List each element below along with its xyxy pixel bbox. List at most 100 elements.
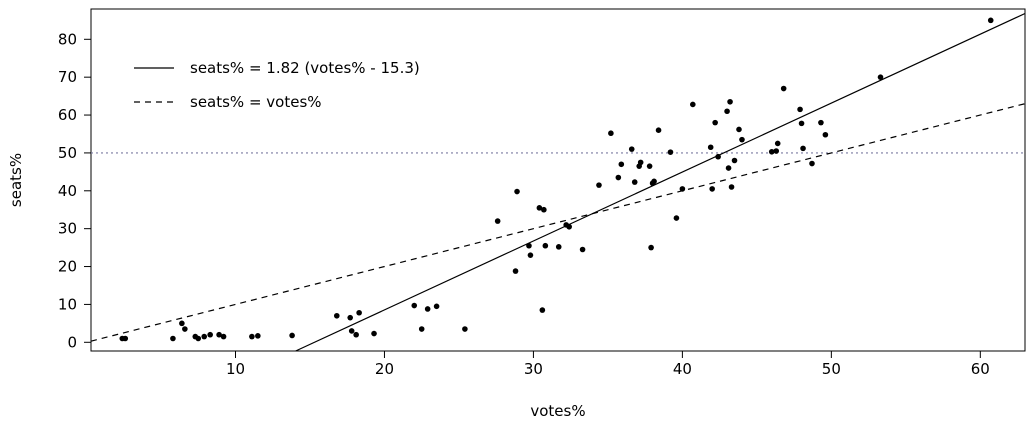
- data-point: [667, 149, 674, 155]
- data-point: [728, 184, 735, 190]
- data-point: [774, 140, 781, 147]
- data-point: [195, 335, 202, 342]
- data-point: [526, 242, 532, 249]
- data-point: [182, 326, 188, 332]
- data-point: [433, 303, 440, 310]
- data-point: [347, 314, 353, 321]
- data-point: [690, 101, 696, 108]
- data-point: [618, 161, 625, 168]
- data-point: [712, 119, 718, 126]
- y-axis: 0 10 20 30 40 50 60 70 80: [58, 30, 91, 351]
- data-point: [201, 333, 208, 340]
- x-tick-label: 40: [673, 360, 692, 378]
- data-point: [707, 144, 714, 151]
- data-point: [628, 146, 635, 152]
- data-point: [249, 333, 255, 340]
- equal-share-line: [90, 103, 1026, 342]
- data-point: [289, 332, 295, 339]
- plot-frame: [90, 8, 1026, 352]
- data-point: [353, 331, 359, 338]
- data-point: [462, 326, 468, 332]
- data-point: [255, 333, 261, 339]
- legend-dashed-line-label: seats% = votes%: [190, 93, 322, 111]
- data-point: [725, 165, 732, 171]
- x-tick-label: 50: [822, 360, 841, 378]
- data-point: [800, 145, 806, 152]
- x-axis-label: votes%: [530, 402, 585, 420]
- data-point: [608, 130, 614, 137]
- data-point: [679, 186, 686, 192]
- data-point: [709, 186, 715, 192]
- data-point: [646, 163, 653, 169]
- plot-area: [90, 8, 1026, 352]
- y-axis-label: seats%: [7, 153, 25, 207]
- data-point: [514, 188, 520, 195]
- data-point: [512, 268, 519, 274]
- data-point: [648, 244, 654, 251]
- data-point: [539, 307, 546, 313]
- data-point: [541, 206, 547, 213]
- data-point: [424, 306, 431, 312]
- data-point: [566, 223, 572, 230]
- data-point: [822, 131, 829, 138]
- y-tick-label: 0: [67, 333, 77, 351]
- data-point: [179, 320, 185, 327]
- data-point: [333, 312, 340, 319]
- data-point: [637, 159, 644, 166]
- data-point: [356, 309, 362, 316]
- x-tick-label: 60: [971, 360, 990, 378]
- y-tick-label: 30: [58, 220, 77, 238]
- y-tick-label: 20: [58, 258, 77, 276]
- x-tick-label: 30: [524, 360, 543, 378]
- data-point: [798, 120, 805, 127]
- fit-lines: [90, 12, 1026, 352]
- data-point: [536, 205, 543, 211]
- data-point: [727, 98, 733, 105]
- data-point: [655, 127, 662, 133]
- regression-line: [295, 12, 1026, 352]
- data-point: [494, 218, 501, 224]
- data-point: [736, 126, 742, 133]
- data-point: [371, 330, 377, 337]
- data-point: [877, 74, 884, 80]
- y-tick-label: 80: [58, 30, 77, 48]
- data-point: [724, 108, 730, 115]
- data-point: [216, 331, 222, 338]
- data-point: [631, 179, 638, 185]
- x-tick-label: 20: [375, 360, 394, 378]
- data-point: [542, 242, 549, 249]
- data-point: [773, 148, 780, 154]
- y-tick-label: 60: [58, 106, 77, 124]
- data-point: [797, 106, 803, 113]
- data-point: [731, 157, 738, 164]
- x-axis: 10 20 30 40 50 60: [226, 351, 990, 378]
- data-points: [119, 17, 994, 342]
- y-tick-label: 40: [58, 182, 77, 200]
- data-point: [809, 160, 815, 167]
- legend-solid-line-label: seats% = 1.82 (votes% - 15.3): [190, 59, 420, 77]
- y-tick-label: 10: [58, 295, 77, 313]
- data-point: [348, 328, 355, 334]
- x-tick-label: 10: [226, 360, 245, 378]
- y-tick-label: 70: [58, 68, 77, 86]
- data-point: [122, 335, 129, 342]
- data-point: [780, 85, 787, 92]
- data-point: [555, 244, 562, 250]
- data-point: [418, 326, 425, 332]
- y-tick-label: 50: [58, 144, 77, 162]
- data-point: [170, 335, 176, 342]
- data-point: [207, 331, 213, 338]
- data-point: [579, 246, 586, 253]
- data-point: [715, 153, 721, 160]
- data-point: [987, 17, 994, 24]
- data-point: [818, 119, 824, 126]
- data-point: [220, 333, 227, 340]
- data-point: [596, 182, 602, 188]
- data-point: [411, 302, 418, 309]
- data-point: [651, 178, 657, 185]
- data-point: [527, 252, 534, 258]
- legend: seats% = 1.82 (votes% - 15.3) seats% = v…: [134, 59, 420, 111]
- data-point: [673, 215, 680, 221]
- data-point: [768, 148, 775, 155]
